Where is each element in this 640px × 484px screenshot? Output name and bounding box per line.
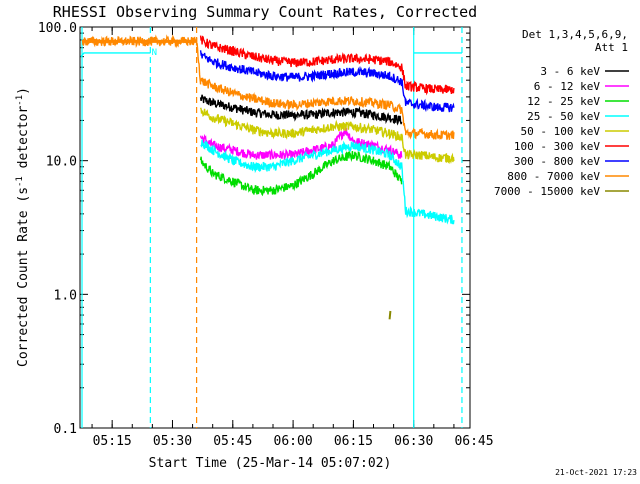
- legend-header-0: Det 1,3,4,5,6,9,: [522, 28, 628, 41]
- x-tick-label: 06:15: [334, 434, 373, 449]
- x-tick-label: 05:45: [213, 434, 252, 449]
- x-tick-label: 06:45: [454, 434, 493, 449]
- series-line-0: [199, 94, 403, 126]
- footer-timestamp: 21-Oct-2021 17:23: [555, 468, 637, 477]
- x-tick-label: 05:15: [93, 434, 132, 449]
- legend-entry-label-4: 50 - 100 keV: [521, 125, 601, 138]
- legend-entry-label-0: 3 - 6 keV: [540, 65, 600, 78]
- legend: Det 1,3,4,5,6,9,Att 1 3 - 6 keV 6 - 12 keV…: [494, 28, 629, 198]
- x-axis-label: Start Time (25-Mar-14 05:07:02): [149, 456, 392, 471]
- legend-entry-label-7: 800 - 7000 keV: [507, 170, 600, 183]
- y-tick-label: 100.0: [38, 21, 77, 36]
- annotation-label-0: N: [152, 48, 157, 58]
- x-tick-label: 06:00: [274, 434, 313, 449]
- y-axis-label-end: ): [16, 87, 31, 95]
- plot-frame: [79, 26, 471, 429]
- legend-entry-label-5: 100 - 300 keV: [514, 140, 600, 153]
- attenuator-trace-0: [80, 52, 151, 58]
- y-axis-label-main: Corrected Count Rate (s: [16, 187, 31, 367]
- y-tick-label: 1.0: [54, 288, 77, 303]
- legend-entry-label-3: 25 - 50 keV: [527, 110, 600, 123]
- y-axis-label-exponent: -1: [15, 176, 25, 187]
- y-axis-label-exponent-2: -1: [15, 95, 25, 106]
- y-axis-label: Corrected Count Rate (s-1 detector-1): [15, 87, 31, 367]
- plot-area: 100.0 10.0 1.0 0.1 05:15 05:30 05:45 06:00 06:15…: [38, 21, 494, 449]
- series-line-3: [200, 139, 455, 225]
- series-line-7: [81, 34, 455, 141]
- series-line-4: [199, 107, 455, 164]
- y-tick-label: 0.1: [54, 422, 77, 437]
- y-tick-label: 10.0: [46, 155, 77, 170]
- legend-entry-label-2: 12 - 25 keV: [527, 95, 600, 108]
- x-tick-label: 06:30: [394, 434, 433, 449]
- series-line-2: [199, 150, 403, 197]
- y-axis-label-tail: detector: [16, 106, 31, 177]
- series-line-1: [199, 127, 403, 160]
- legend-entry-label-6: 300 - 800 keV: [514, 155, 600, 168]
- series-line-8: [388, 310, 392, 320]
- series-line-6: [199, 50, 455, 113]
- chart-title: RHESSI Observing Summary Count Rates, Co…: [53, 3, 477, 21]
- legend-entry-label-1: 6 - 12 keV: [534, 80, 601, 93]
- legend-header-1: Att 1: [595, 41, 628, 54]
- legend-entry-label-8: 7000 - 15000 keV: [494, 185, 600, 198]
- series-line-5: [199, 35, 455, 96]
- x-tick-label: 05:30: [153, 434, 192, 449]
